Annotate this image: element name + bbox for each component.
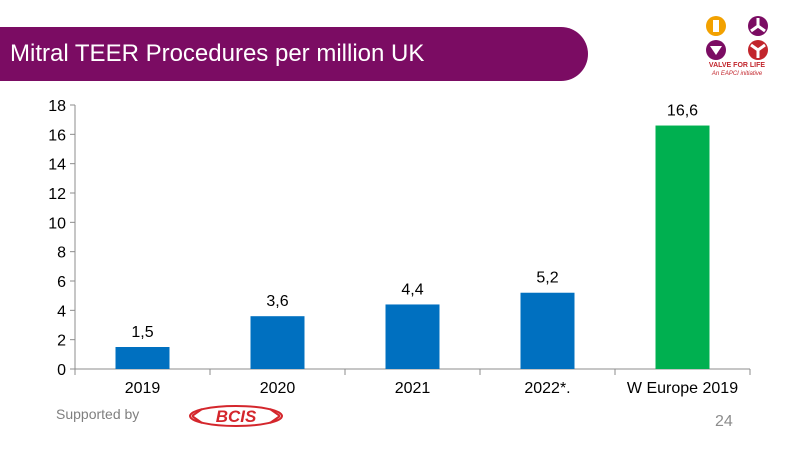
y-tick-label: 10	[48, 215, 66, 232]
bar	[115, 347, 170, 369]
page-number: 24	[715, 413, 733, 430]
y-tick-label: 0	[57, 362, 66, 379]
x-tick-label: 2022*.	[524, 380, 570, 397]
bcis-logo: BCIS	[189, 405, 283, 427]
bar	[250, 316, 305, 369]
valve-for-life-logo: VALVE FOR LIFE An EAPCI initiative	[700, 14, 774, 86]
y-tick-label: 14	[48, 157, 66, 174]
bar	[655, 125, 710, 370]
x-tick-label: 2021	[395, 380, 431, 397]
x-tick-label: 2019	[125, 380, 161, 397]
y-tick-label: 2	[57, 333, 66, 350]
valve-logo-icon	[706, 16, 768, 60]
data-label: 16,6	[667, 103, 698, 120]
x-tick-label: W Europe 2019	[627, 380, 738, 397]
y-tick-label: 8	[57, 245, 66, 262]
title-bar: Mitral TEER Procedures per million UK	[0, 27, 588, 81]
data-label: 3,6	[266, 293, 288, 310]
logo-text: VALVE FOR LIFE	[708, 62, 766, 69]
bar	[520, 292, 575, 369]
x-tick-label: 2020	[260, 380, 296, 397]
y-tick-label: 6	[57, 274, 66, 291]
sponsor-logo-text: BCIS	[216, 407, 257, 426]
logo-subtext: An EAPCI initiative	[711, 71, 763, 77]
y-tick-label: 4	[57, 303, 66, 320]
y-tick-label: 16	[48, 127, 66, 144]
data-label: 5,2	[536, 270, 558, 287]
bar	[385, 304, 440, 369]
y-tick-label: 12	[48, 186, 66, 203]
data-label: 1,5	[131, 324, 153, 341]
y-tick-label: 18	[48, 98, 66, 115]
data-label: 4,4	[401, 281, 423, 298]
slide-title: Mitral TEER Procedures per million UK	[10, 40, 425, 67]
footer-label: Supported by	[56, 406, 140, 422]
